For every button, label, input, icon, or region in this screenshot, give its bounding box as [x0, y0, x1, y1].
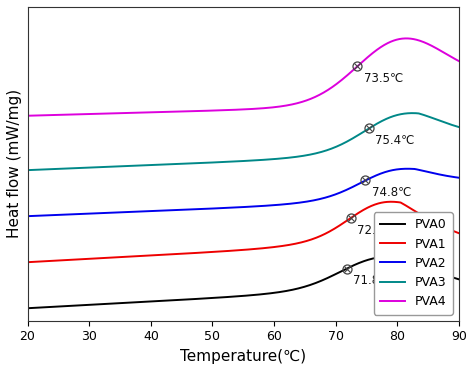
Line: PVA2: PVA2 — [27, 169, 459, 216]
Text: 74.8℃: 74.8℃ — [372, 186, 411, 199]
PVA1 — [279, 244, 285, 248]
Line: PVA3: PVA3 — [27, 113, 459, 170]
PVA2 — [313, 198, 319, 202]
Text: 75.4℃: 75.4℃ — [375, 134, 415, 147]
PVA4 — [220, 108, 226, 112]
PVA0 — [456, 277, 462, 282]
PVA2 — [136, 209, 141, 214]
PVA0 — [220, 295, 226, 299]
PVA1 — [220, 249, 226, 253]
PVA1 — [350, 214, 356, 219]
PVA3 — [25, 168, 30, 173]
PVA1 — [136, 254, 141, 258]
PVA4 — [313, 95, 319, 99]
Text: 73.5℃: 73.5℃ — [364, 72, 403, 85]
PVA3 — [279, 156, 285, 161]
PVA1 — [456, 231, 462, 236]
PVA3 — [410, 111, 415, 115]
PVA1 — [101, 256, 107, 260]
PVA1 — [389, 200, 394, 204]
PVA4 — [279, 104, 285, 108]
PVA2 — [220, 206, 226, 210]
Text: 72.5℃: 72.5℃ — [357, 224, 397, 237]
PVA2 — [101, 211, 107, 215]
PVA4 — [404, 36, 410, 41]
PVA1 — [25, 260, 30, 265]
PVA3 — [220, 160, 226, 164]
Legend: PVA0, PVA1, PVA2, PVA3, PVA4: PVA0, PVA1, PVA2, PVA3, PVA4 — [374, 212, 453, 315]
PVA3 — [313, 151, 319, 155]
PVA0 — [313, 281, 319, 285]
PVA4 — [101, 111, 107, 116]
Line: PVA4: PVA4 — [27, 39, 459, 116]
PVA2 — [456, 175, 462, 180]
PVA0 — [279, 289, 285, 294]
PVA4 — [25, 114, 30, 118]
PVA0 — [101, 302, 107, 306]
PVA0 — [350, 264, 356, 268]
PVA2 — [279, 202, 285, 207]
PVA2 — [350, 185, 356, 189]
PVA2 — [25, 214, 30, 219]
PVA3 — [101, 165, 107, 169]
PVA0 — [136, 300, 141, 305]
PVA1 — [313, 236, 319, 240]
PVA2 — [404, 167, 410, 171]
PVA3 — [350, 136, 356, 141]
PVA3 — [136, 163, 141, 168]
Line: PVA0: PVA0 — [27, 256, 459, 308]
PVA0 — [25, 306, 30, 311]
PVA4 — [136, 111, 141, 115]
PVA0 — [391, 254, 396, 259]
PVA4 — [456, 59, 462, 63]
Text: 71.8℃: 71.8℃ — [353, 275, 392, 288]
Line: PVA1: PVA1 — [27, 202, 459, 262]
PVA4 — [350, 69, 356, 73]
Y-axis label: Heat flow (mW/mg): Heat flow (mW/mg) — [7, 89, 22, 239]
PVA3 — [456, 125, 462, 129]
X-axis label: Temperature(℃): Temperature(℃) — [180, 349, 306, 364]
